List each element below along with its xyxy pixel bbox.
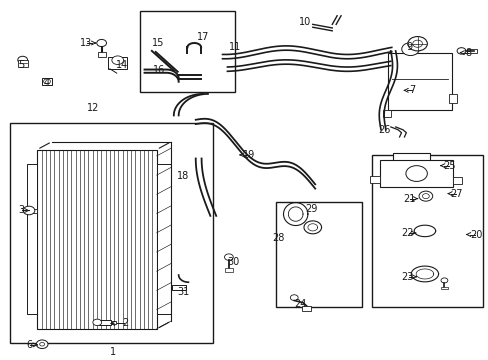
Circle shape — [40, 342, 44, 346]
Bar — [302, 306, 310, 311]
Bar — [111, 320, 116, 324]
Bar — [371, 155, 483, 307]
Circle shape — [224, 254, 233, 260]
Bar — [467, 49, 476, 53]
Circle shape — [440, 278, 447, 283]
Text: 23: 23 — [401, 272, 413, 282]
Bar — [429, 161, 441, 167]
Text: 9: 9 — [406, 42, 411, 52]
Text: 14: 14 — [115, 60, 127, 70]
Bar — [369, 176, 379, 183]
Bar — [224, 268, 232, 272]
Text: 10: 10 — [299, 17, 311, 27]
Text: 8: 8 — [465, 48, 471, 58]
Text: 21: 21 — [402, 194, 415, 204]
Bar — [440, 287, 447, 289]
Bar — [18, 60, 27, 67]
Bar — [37, 149, 157, 329]
Text: 24: 24 — [294, 299, 306, 309]
Text: 28: 28 — [272, 233, 284, 243]
FancyArrowPatch shape — [159, 322, 168, 328]
Bar — [448, 94, 456, 103]
FancyArrowPatch shape — [159, 143, 168, 148]
Bar — [157, 164, 171, 315]
Text: 19: 19 — [243, 150, 255, 160]
Text: 18: 18 — [177, 171, 189, 181]
Circle shape — [401, 42, 418, 55]
Text: 17: 17 — [197, 32, 209, 41]
Text: 29: 29 — [305, 204, 317, 215]
Circle shape — [43, 79, 50, 84]
Bar — [276, 202, 361, 307]
Bar — [387, 53, 451, 110]
Bar — [452, 177, 461, 184]
Text: 27: 27 — [449, 189, 462, 199]
Circle shape — [23, 206, 35, 215]
Circle shape — [112, 56, 123, 64]
Text: 2: 2 — [122, 319, 128, 328]
Circle shape — [97, 40, 106, 46]
Circle shape — [412, 40, 422, 47]
Bar — [98, 52, 105, 57]
Text: 15: 15 — [151, 38, 163, 48]
Circle shape — [36, 340, 48, 348]
Text: 31: 31 — [177, 287, 189, 297]
Bar — [25, 210, 37, 213]
Circle shape — [405, 166, 427, 181]
Circle shape — [290, 295, 298, 301]
Text: 25: 25 — [442, 161, 455, 171]
Bar — [172, 285, 185, 291]
Text: 26: 26 — [378, 125, 390, 135]
Bar — [10, 123, 212, 343]
Circle shape — [422, 194, 428, 199]
Text: 13: 13 — [80, 38, 92, 48]
Text: 5: 5 — [18, 60, 24, 70]
Circle shape — [93, 319, 102, 325]
FancyArrowPatch shape — [40, 143, 49, 148]
Circle shape — [18, 56, 27, 63]
Text: 4: 4 — [44, 78, 50, 88]
Bar — [108, 57, 127, 69]
Text: 30: 30 — [227, 257, 240, 267]
Text: 6: 6 — [26, 340, 32, 350]
Circle shape — [456, 48, 465, 54]
Bar — [140, 12, 234, 92]
Bar — [383, 110, 390, 117]
Circle shape — [418, 191, 432, 201]
Bar — [380, 161, 392, 166]
Text: 7: 7 — [409, 85, 415, 95]
Text: 16: 16 — [153, 64, 165, 75]
Bar — [379, 160, 452, 187]
Text: 22: 22 — [401, 228, 413, 238]
Text: 1: 1 — [110, 347, 116, 357]
Text: 12: 12 — [87, 103, 100, 113]
Text: 20: 20 — [469, 230, 481, 239]
Bar — [26, 164, 37, 315]
Bar — [392, 153, 429, 173]
Circle shape — [407, 37, 427, 51]
Bar — [42, 78, 52, 85]
Bar — [99, 320, 111, 325]
Text: 11: 11 — [228, 42, 241, 52]
Text: 3: 3 — [18, 206, 24, 216]
